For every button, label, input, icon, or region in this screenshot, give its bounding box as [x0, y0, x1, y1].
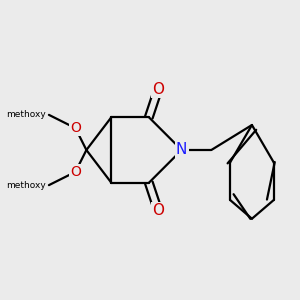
- Text: O: O: [70, 121, 81, 135]
- Text: methoxy: methoxy: [6, 110, 46, 119]
- Text: N: N: [176, 142, 187, 158]
- Text: methoxy: methoxy: [6, 181, 46, 190]
- Text: O: O: [152, 82, 164, 97]
- Text: O: O: [70, 165, 81, 179]
- Text: O: O: [152, 203, 164, 218]
